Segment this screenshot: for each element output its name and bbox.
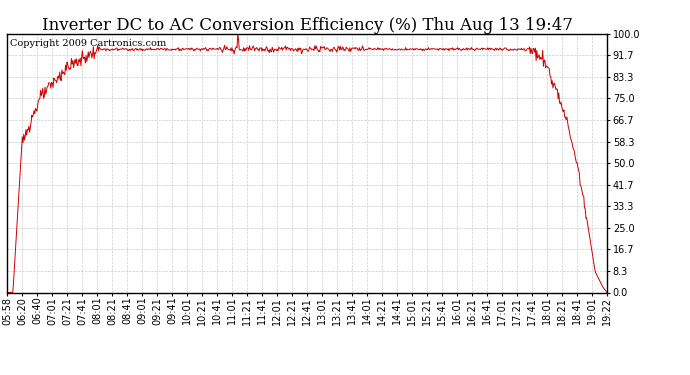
Text: Copyright 2009 Cartronics.com: Copyright 2009 Cartronics.com — [10, 39, 166, 48]
Title: Inverter DC to AC Conversion Efficiency (%) Thu Aug 13 19:47: Inverter DC to AC Conversion Efficiency … — [41, 16, 573, 34]
